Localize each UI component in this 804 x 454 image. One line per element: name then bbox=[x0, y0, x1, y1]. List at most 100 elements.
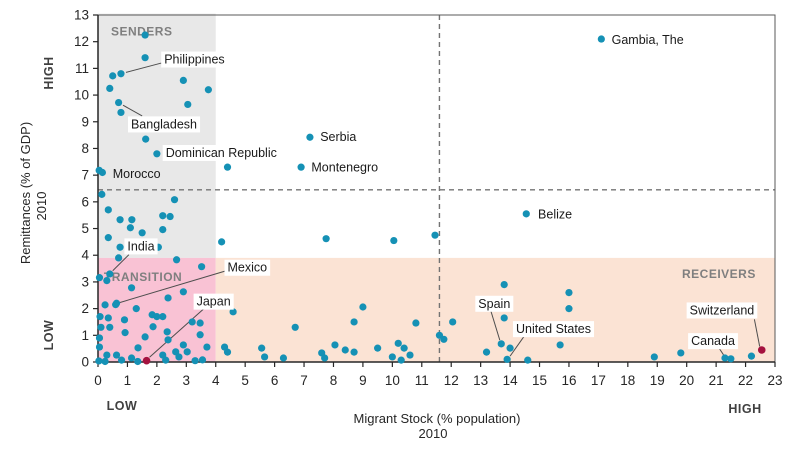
data-point bbox=[103, 351, 111, 359]
y-tick-label: 13 bbox=[74, 8, 89, 23]
label-box bbox=[512, 321, 595, 338]
data-point bbox=[179, 341, 187, 349]
data-point bbox=[127, 354, 136, 362]
x-axis-ticks: 0 1 2 3 4 5 6 7 8 9 10 11 12 13 14 15 16 17 18 19 20 21 22 23 bbox=[94, 362, 783, 388]
point-label-serbia: Serbia bbox=[320, 130, 356, 144]
data-point bbox=[112, 301, 120, 309]
data-point bbox=[166, 212, 174, 221]
point-label-dominican-republic: Dominican Republic bbox=[166, 146, 277, 160]
data-point bbox=[279, 354, 288, 362]
data-point bbox=[218, 238, 226, 246]
label-box bbox=[161, 51, 228, 68]
leader-line-united-states bbox=[509, 335, 526, 357]
x-axis-high-label: HIGH bbox=[728, 402, 761, 416]
data-point bbox=[556, 341, 564, 349]
data-point bbox=[258, 344, 266, 352]
data-point bbox=[117, 108, 125, 117]
series-highlighted bbox=[142, 346, 766, 365]
data-point bbox=[98, 190, 106, 198]
data-point bbox=[261, 353, 269, 361]
data-point bbox=[117, 70, 125, 78]
data-point bbox=[727, 355, 735, 363]
data-point bbox=[115, 98, 123, 107]
point-label-montenegro: Montenegro bbox=[311, 161, 378, 175]
data-point bbox=[164, 336, 172, 344]
leader-line-philippines bbox=[125, 62, 162, 73]
x-tick-label: 6 bbox=[271, 373, 279, 388]
x-tick-label: 20 bbox=[679, 373, 694, 388]
x-tick-label: 1 bbox=[124, 373, 132, 388]
x-tick-label: 21 bbox=[709, 373, 724, 388]
leader-line-japan bbox=[149, 308, 205, 358]
leader-line-india bbox=[112, 254, 130, 272]
data-point bbox=[101, 301, 109, 309]
x-tick-label: 0 bbox=[94, 373, 102, 388]
data-point bbox=[565, 305, 573, 313]
data-point bbox=[141, 333, 149, 341]
label-box bbox=[162, 144, 280, 161]
data-point bbox=[431, 231, 439, 239]
leader-line-switzerland bbox=[753, 319, 761, 347]
y-tick-label: 1 bbox=[81, 328, 89, 343]
x-tick-label: 8 bbox=[330, 373, 338, 388]
label-box bbox=[127, 116, 201, 133]
point-label-gambia-the: Gambia, The bbox=[612, 33, 684, 47]
y-tick-label: 5 bbox=[81, 221, 89, 236]
x-tick-label: 14 bbox=[503, 373, 519, 388]
data-point bbox=[650, 353, 658, 361]
data-point bbox=[449, 318, 457, 326]
data-point bbox=[350, 318, 358, 326]
data-point bbox=[359, 303, 367, 311]
data-point bbox=[350, 348, 358, 356]
x-tick-label: 15 bbox=[532, 373, 547, 388]
data-point bbox=[104, 234, 112, 242]
data-point bbox=[172, 256, 181, 264]
data-point bbox=[104, 314, 112, 322]
data-point bbox=[159, 226, 167, 234]
data-point bbox=[747, 352, 756, 360]
leader-line-canada bbox=[718, 347, 724, 356]
data-point bbox=[482, 348, 491, 356]
data-point bbox=[322, 235, 330, 243]
data-point bbox=[175, 353, 183, 361]
data-point bbox=[109, 72, 117, 80]
data-point bbox=[112, 351, 121, 359]
data-point bbox=[159, 313, 167, 321]
data-point bbox=[115, 254, 123, 262]
data-point bbox=[134, 344, 142, 352]
point-label-switzerland: Switzerland bbox=[690, 303, 755, 317]
label-box bbox=[224, 259, 271, 276]
data-point bbox=[198, 356, 207, 364]
y-axis-low-label: LOW bbox=[42, 320, 56, 351]
point-label-belize: Belize bbox=[538, 207, 572, 221]
x-tick-label: 12 bbox=[444, 373, 459, 388]
x-tick-label: 9 bbox=[359, 373, 367, 388]
data-point bbox=[440, 335, 448, 343]
label-box bbox=[688, 333, 738, 350]
data-point bbox=[597, 35, 605, 43]
data-point bbox=[106, 323, 114, 331]
y-tick-label: 8 bbox=[81, 141, 89, 156]
data-point bbox=[97, 323, 105, 331]
data-point bbox=[116, 216, 124, 224]
data-point bbox=[106, 84, 114, 93]
x-tick-label: 13 bbox=[473, 373, 488, 388]
region-label-receivers: RECEIVERS bbox=[682, 267, 756, 281]
y-tick-label: 11 bbox=[75, 61, 89, 76]
data-point bbox=[223, 163, 232, 171]
data-point bbox=[142, 135, 150, 143]
point-label-morocco: Morocco bbox=[113, 167, 161, 181]
data-point bbox=[96, 313, 104, 321]
data-point bbox=[95, 357, 103, 365]
data-point bbox=[101, 357, 109, 366]
region-label-transition: TRANSITION bbox=[104, 270, 182, 284]
data-point bbox=[497, 340, 505, 348]
data-point bbox=[127, 284, 136, 292]
data-point bbox=[153, 313, 161, 321]
y-tick-label: 12 bbox=[74, 34, 89, 49]
x-tick-label: 23 bbox=[767, 373, 782, 388]
y-tick-label: 9 bbox=[81, 114, 89, 129]
data-point bbox=[142, 356, 151, 365]
x-tick-label: 2 bbox=[153, 373, 161, 388]
